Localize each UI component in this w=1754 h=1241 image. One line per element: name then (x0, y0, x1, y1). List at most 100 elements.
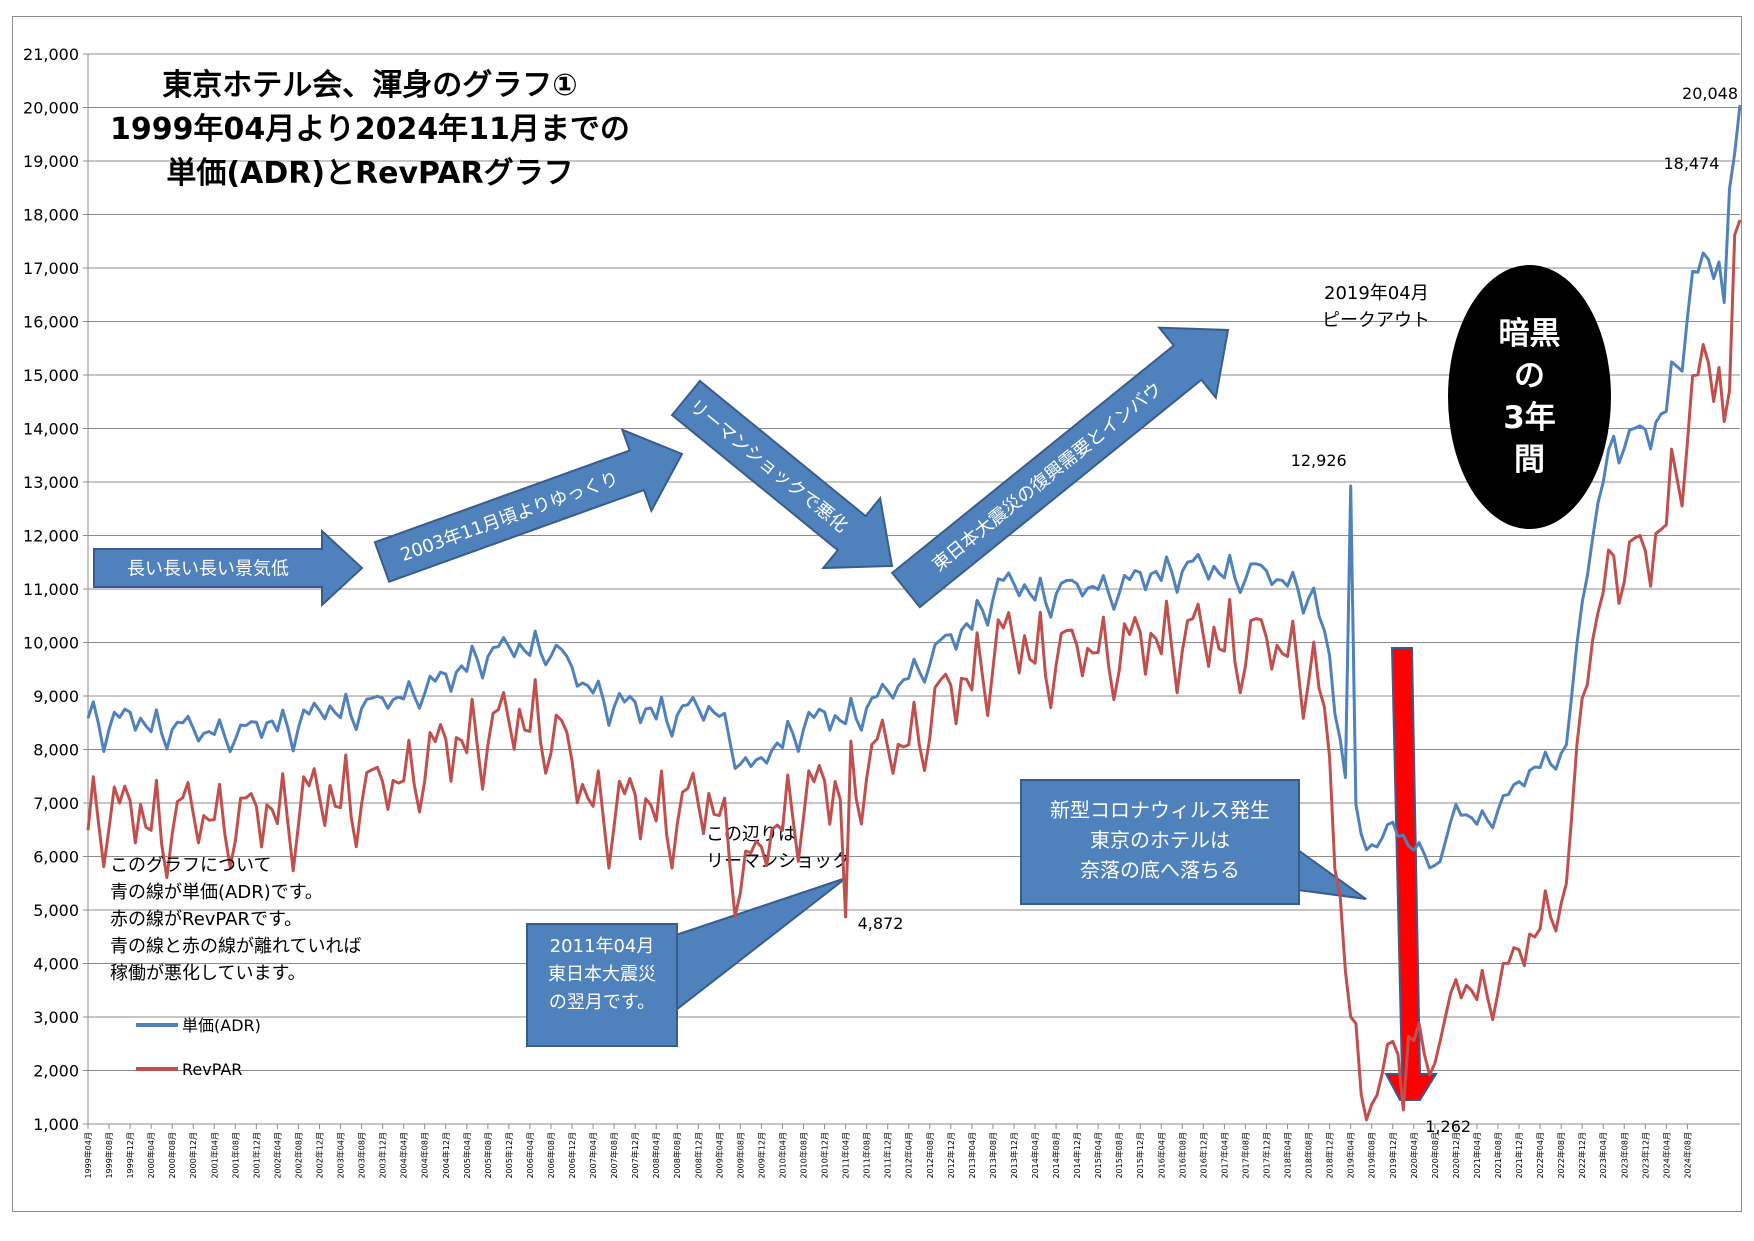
arrow-label: 東日本大震災の復興需要とインバウ (929, 378, 1166, 575)
x-tick-label: 2014年08月 (1051, 1132, 1061, 1179)
title-line-1: 東京ホテル会、渾身のグラフ① (162, 68, 578, 103)
x-tick-label: 2023年12月 (1640, 1132, 1650, 1179)
x-tick-label: 2020年08月 (1430, 1132, 1440, 1179)
data-labels: 20,048 18,474 12,926 4,872 1,262 (858, 84, 1738, 1136)
title-line-3: 単価(ADR)とRevPARグラフ (166, 156, 574, 191)
x-tick-label: 2010年04月 (777, 1132, 787, 1179)
x-tick-label: 2007年12月 (630, 1132, 640, 1179)
x-tick-label: 2002年08月 (293, 1132, 303, 1179)
y-tick-label: 20,000 (23, 99, 79, 118)
x-tick-label: 2016年08月 (1177, 1132, 1187, 1179)
y-tick-label: 9,000 (33, 687, 79, 706)
y-tick-label: 3,000 (33, 1008, 79, 1027)
x-tick-label: 2004年08月 (420, 1132, 430, 1179)
callout-quake-tail (675, 877, 847, 1013)
y-tick-label: 17,000 (23, 259, 79, 278)
callout-line: 新型コロナウィルス発生 (1050, 798, 1270, 822)
oval-line: の (1514, 358, 1545, 394)
note-line: 青の線と赤の線が離れていれば (110, 936, 362, 957)
y-axis: 1,000 2,000 3,000 4,000 5,000 6,000 7,000 8,000… (23, 45, 89, 1134)
x-tick-label: 2000年12月 (188, 1132, 198, 1179)
x-tick-label: 2009年04月 (714, 1132, 724, 1179)
x-tick-label: 2024年04月 (1661, 1132, 1671, 1179)
oval-line: 間 (1514, 442, 1545, 478)
x-tick-label: 2021年12月 (1514, 1132, 1524, 1179)
x-tick-label: 2001年08月 (230, 1132, 240, 1179)
y-tick-label: 19,000 (23, 152, 79, 171)
note-line: 稼働が悪化しています。 (110, 963, 306, 984)
callout-line: の翌月です。 (548, 992, 656, 1013)
arrow-body (373, 428, 684, 584)
y-tick-label: 14,000 (23, 420, 79, 439)
x-tick-label: 2000年04月 (146, 1132, 156, 1179)
y-tick-label: 21,000 (23, 45, 79, 64)
x-tick-label: 2001年04月 (209, 1132, 219, 1179)
legend: 単価(ADR) RevPAR (136, 1016, 261, 1079)
y-tick-label: 16,000 (23, 313, 79, 332)
data-label: 20,048 (1682, 84, 1738, 103)
x-tick-label: 2010年08月 (799, 1132, 809, 1179)
data-label: 4,872 (858, 914, 904, 933)
x-tick-label: 2003年12月 (378, 1132, 388, 1179)
x-tick-label: 2019年08月 (1367, 1132, 1377, 1179)
x-tick-label: 2009年12月 (756, 1132, 766, 1179)
arrow-label: 長い長い長い景気低 (127, 558, 289, 579)
x-tick-label: 2016年04月 (1156, 1132, 1166, 1179)
x-tick-label: 2014年04月 (1030, 1132, 1040, 1179)
x-tick-label: 2023年04月 (1598, 1132, 1608, 1179)
x-tick-label: 2006年04月 (525, 1132, 535, 1179)
x-axis: 1999年04月 1999年08月 1999年12月 2000年04月 2000年08月… (83, 1123, 1740, 1179)
x-tick-label: 2012年08月 (925, 1132, 935, 1179)
x-tick-label: 1999年12月 (125, 1132, 135, 1179)
x-tick-label: 2020年12月 (1451, 1132, 1461, 1179)
callout-covid: 新型コロナウィルス発生 東京のホテルは 奈落の底へ落ちる (1020, 779, 1300, 905)
y-tick-label: 5,000 (33, 901, 79, 920)
legend-label-revpar: RevPAR (182, 1060, 242, 1079)
x-tick-label: 2024年08月 (1682, 1132, 1692, 1179)
x-tick-label: 2007年08月 (609, 1132, 619, 1179)
data-label: 12,926 (1291, 451, 1347, 470)
x-tick-label: 2015年08月 (1114, 1132, 1124, 1179)
x-tick-label: 2023年08月 (1619, 1132, 1629, 1179)
x-tick-label: 2013年04月 (967, 1132, 977, 1179)
chart-title: 東京ホテル会、渾身のグラフ① 1999年04月より2024年11月までの 単価(… (90, 64, 650, 196)
x-tick-label: 2019年04月 (1346, 1132, 1356, 1179)
x-tick-label: 2012年12月 (946, 1132, 956, 1179)
x-tick-label: 2003年04月 (336, 1132, 346, 1179)
lehman-label: リーマンショック (706, 851, 850, 872)
x-tick-label: 2021年08月 (1493, 1132, 1503, 1179)
x-tick-label: 2022年12月 (1577, 1132, 1587, 1179)
y-tick-label: 7,000 (33, 794, 79, 813)
x-tick-label: 2006年12月 (567, 1132, 577, 1179)
x-tick-label: 2008年08月 (672, 1132, 682, 1179)
title-line-2: 1999年04月より2024年11月までの (110, 112, 630, 147)
x-tick-label: 2002年04月 (272, 1132, 282, 1179)
x-tick-label: 2000年08月 (167, 1132, 177, 1179)
arrow-long-recession: 長い長い長い景気低 (93, 528, 364, 608)
arrow-slow-recovery: 2003年11月頃よりゆっくり (373, 428, 684, 584)
y-tick-label: 15,000 (23, 366, 79, 385)
x-tick-label: 2013年12月 (1009, 1132, 1019, 1179)
series-line-adr (86, 104, 1742, 870)
arrow-label: リーマンショックで悪化 (685, 396, 852, 537)
x-tick-label: 2011年08月 (862, 1132, 872, 1179)
legend-label-adr: 単価(ADR) (182, 1016, 261, 1035)
crash-arrow (1384, 647, 1438, 1101)
x-tick-label: 2005年12月 (504, 1132, 514, 1179)
peak-out-label: ピークアウト (1322, 310, 1430, 331)
gridlines (88, 53, 1740, 1125)
oval-line: 暗黒 (1498, 316, 1561, 352)
data-label: 1,262 (1425, 1117, 1471, 1136)
y-tick-label: 18,000 (23, 206, 79, 225)
series-lines (86, 104, 1742, 1122)
callout-quake: 2011年04月 東日本大震災 の翌月です。 (526, 923, 678, 1047)
x-tick-label: 2007年04月 (588, 1132, 598, 1179)
x-tick-label: 2009年08月 (735, 1132, 745, 1179)
x-tick-label: 2008年12月 (693, 1132, 703, 1179)
y-tick-label: 13,000 (23, 473, 79, 492)
callout-line: 2011年04月 (549, 936, 655, 957)
x-tick-label: 2018年12月 (1325, 1132, 1335, 1179)
x-tick-label: 2018年04月 (1283, 1132, 1293, 1179)
x-tick-label: 2010年12月 (820, 1132, 830, 1179)
x-tick-label: 2006年08月 (546, 1132, 556, 1179)
